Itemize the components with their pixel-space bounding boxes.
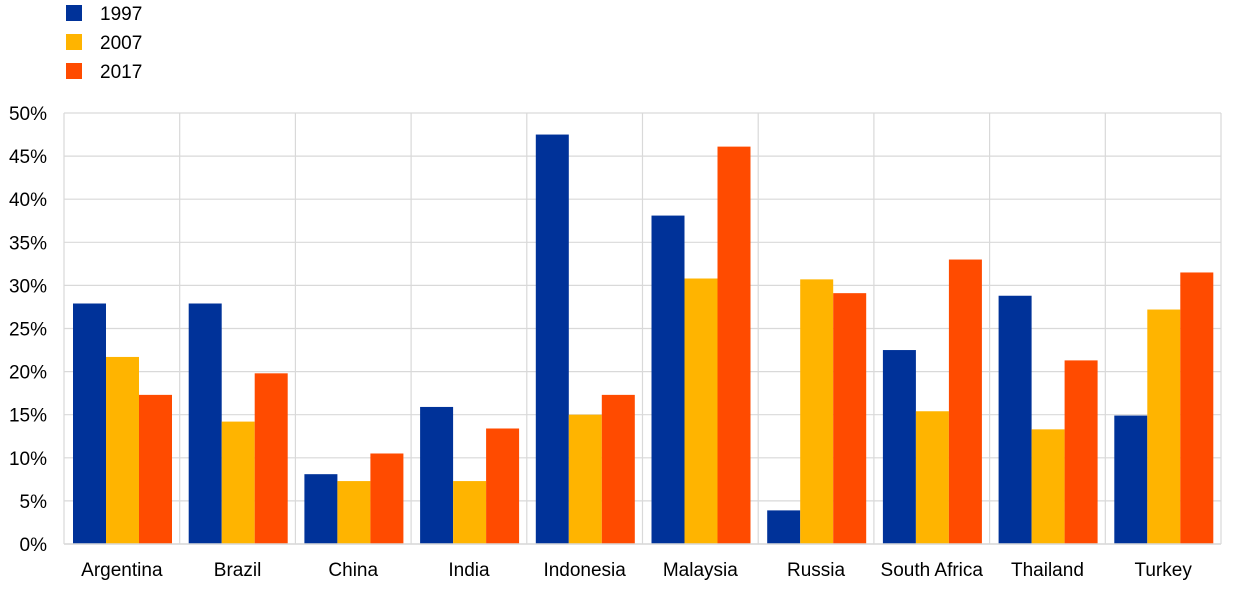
legend-label: 2017: [100, 62, 142, 83]
bar-1997-china: [304, 474, 338, 544]
x-tick-label: India: [448, 560, 490, 581]
x-tick-label: Russia: [787, 560, 846, 581]
y-tick-label: 5%: [20, 492, 48, 513]
x-tick-label: Turkey: [1134, 560, 1192, 581]
legend-swatch: [66, 34, 82, 50]
y-tick-label: 50%: [9, 104, 47, 125]
bar-2017-argentina: [139, 394, 172, 544]
legend-swatch: [66, 5, 82, 21]
legend-label: 2007: [100, 33, 142, 54]
bar-2007-indonesia: [568, 414, 602, 544]
bar-1997-turkey: [1114, 415, 1148, 544]
axes: 0% 5% 10% 15% 20% 25% 30% 35% 40% 45% 50% Argentina…: [9, 104, 1221, 581]
bar-2017-china: [370, 453, 404, 544]
bar-1997-malaysia: [651, 215, 685, 544]
y-tick-label: 10%: [9, 449, 47, 470]
grid: [63, 112, 1222, 545]
x-tick-label: Argentina: [81, 560, 163, 581]
bar-2007-brazil: [221, 421, 255, 544]
legend-swatch: [66, 63, 82, 79]
y-tick-label: 30%: [9, 276, 47, 297]
bar-2007-south-africa: [915, 411, 949, 544]
y-tick-label: 20%: [9, 363, 47, 384]
bar-1997-south-africa: [882, 350, 916, 544]
bar-2017-south-africa: [948, 259, 982, 544]
bar-2007-russia: [800, 279, 834, 544]
y-tick-label: 45%: [9, 147, 47, 168]
bar-2007-china: [337, 481, 371, 544]
bar-2007-argentina: [106, 356, 139, 544]
legend-label: 1997: [100, 4, 142, 25]
bar-1997-indonesia: [535, 134, 569, 545]
bar-2017-brazil: [254, 373, 288, 544]
bar-2007-india: [453, 481, 487, 544]
bar-2017-india: [486, 428, 520, 544]
y-tick-label: 15%: [9, 406, 47, 427]
bar-1997-india: [420, 406, 454, 544]
legend: 1997 2007 2017: [66, 4, 142, 83]
bars: [73, 134, 1214, 545]
y-tick-label: 25%: [9, 320, 47, 341]
bar-2017-malaysia: [717, 146, 751, 545]
bar-2017-turkey: [1180, 272, 1214, 544]
x-tick-label: China: [328, 560, 378, 581]
y-tick-label: 40%: [9, 190, 47, 211]
x-tick-label: Thailand: [1011, 560, 1084, 581]
bar-1997-russia: [767, 510, 801, 544]
y-tick-label: 35%: [9, 233, 47, 254]
x-tick-label: Indonesia: [543, 560, 626, 581]
x-tick-label: South Africa: [881, 560, 984, 581]
bar-2007-turkey: [1147, 309, 1181, 544]
bar-2007-malaysia: [684, 278, 718, 544]
bar-2017-indonesia: [601, 394, 635, 544]
bar-2007-thailand: [1031, 429, 1065, 544]
x-tick-label: Malaysia: [663, 560, 738, 581]
bar-1997-argentina: [73, 303, 106, 544]
bar-1997-thailand: [998, 295, 1032, 544]
y-tick-label: 0%: [20, 535, 48, 556]
bar-1997-brazil: [188, 303, 222, 544]
bar-2017-thailand: [1064, 360, 1098, 544]
x-tick-label: Brazil: [214, 560, 262, 581]
bar-2017-russia: [833, 293, 867, 544]
